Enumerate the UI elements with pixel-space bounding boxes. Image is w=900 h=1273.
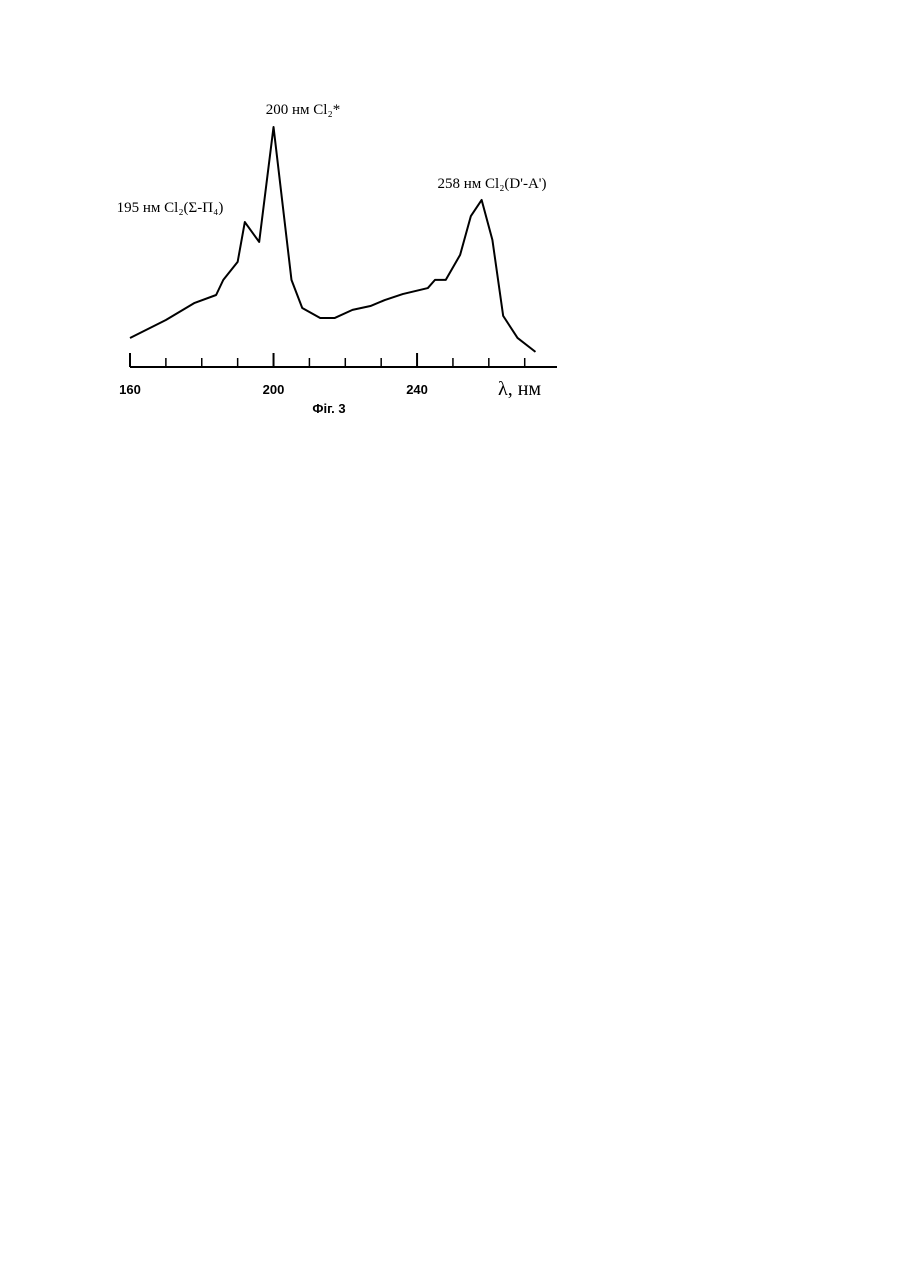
annotation: 195 нм Cl₂(Σ-Π₄): [117, 200, 224, 216]
x-tick-label: 160: [119, 382, 141, 397]
caption: Фіг. 3: [312, 401, 345, 416]
page: Фіг. 3 λ, нм 160 200 240 195 нм Cl₂(Σ-Π₄) 20…: [0, 0, 900, 1273]
annotation: 258 нм Cl₂(D'-A'): [438, 176, 547, 192]
annotation: 200 нм Cl₂*: [266, 102, 340, 118]
x-axis-label: λ, нм: [498, 378, 541, 400]
x-tick-label: 240: [406, 382, 428, 397]
x-tick-label: 200: [263, 382, 285, 397]
spectrum-line: [130, 127, 535, 352]
